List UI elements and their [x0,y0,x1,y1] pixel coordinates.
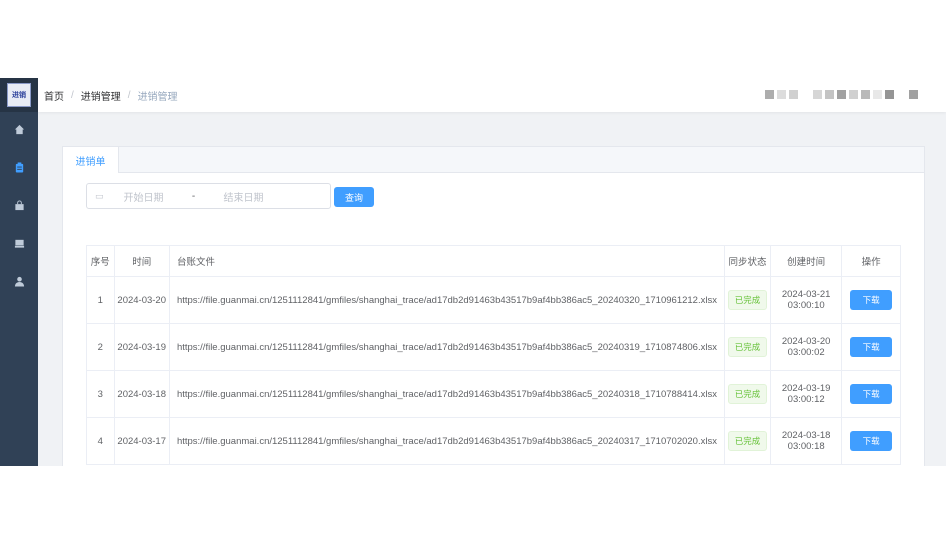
cell-file: https://file.guanmai.cn/1251112841/gmfil… [168,276,725,324]
cell-status: 已完成 [723,370,772,418]
cell-created: 2024-03-19 03:00:12 [770,370,843,418]
cell-created: 2024-03-20 03:00:02 [770,323,843,371]
cell-date: 2024-03-18 [113,370,170,418]
cell-status: 已完成 [723,323,772,371]
breadcrumb-section[interactable]: 进销管理 [80,91,121,103]
cell-action: 下载 [841,417,901,465]
cell-action: 下载 [841,323,901,371]
status-badge: 已完成 [727,431,768,451]
clipboard-icon [14,162,25,176]
range-separator: - [191,190,196,202]
sidebar-item-inbox[interactable] [0,226,38,264]
sidebar-item-shop[interactable] [0,188,38,226]
cell-status: 已完成 [723,417,772,465]
column-header-date: 时间 [113,245,170,277]
cell-status: 已完成 [723,276,772,324]
download-button[interactable]: 下载 [850,431,893,451]
breadcrumb-separator: / [127,89,131,101]
cell-created: 2024-03-18 03:00:18 [770,417,843,465]
calendar-icon: ▭ [95,190,104,201]
sidebar-item-user[interactable] [0,264,38,302]
table-header: 序号 时间 台账文件 同步状态 创建时间 操作 [86,245,901,277]
sidebar: 进销 [0,78,38,466]
download-button[interactable]: 下载 [850,290,893,310]
download-button[interactable]: 下载 [850,337,893,357]
shopping-bag-icon [14,200,25,214]
tab-bar: 进销单 [63,147,924,173]
status-badge: 已完成 [727,337,768,357]
table-row: 2 2024-03-19 https://file.guanmai.cn/125… [86,323,901,371]
table-row: 1 2024-03-20 https://file.guanmai.cn/125… [86,276,901,324]
breadcrumb-current: 进销管理 [137,91,178,103]
column-header-action: 操作 [841,245,901,277]
tab-purchase-sales-order[interactable]: 进销单 [63,147,119,173]
date-range-picker[interactable]: ▭ 开始日期 - 结束日期 [86,183,331,209]
table-row: 4 2024-03-17 https://file.guanmai.cn/125… [86,417,901,465]
sidebar-item-home[interactable] [0,112,38,150]
content-card: 进销单 ▭ 开始日期 - 结束日期 查询 序号 时间 台账文件 同步状态 创建时… [62,146,925,466]
end-date-input[interactable]: 结束日期 [223,192,264,204]
column-header-no: 序号 [86,245,115,277]
column-header-created: 创建时间 [770,245,843,277]
query-button[interactable]: 查询 [334,187,374,207]
cell-no: 3 [86,370,115,418]
cell-file: https://file.guanmai.cn/1251112841/gmfil… [168,417,725,465]
user-icon [14,276,25,290]
column-header-file: 台账文件 [168,245,725,277]
cell-no: 1 [86,276,115,324]
user-menu-redacted[interactable] [765,90,918,99]
cell-date: 2024-03-20 [113,276,170,324]
column-header-status: 同步状态 [723,245,772,277]
start-date-input[interactable]: 开始日期 [123,192,164,204]
breadcrumb-separator: / [71,89,74,101]
cell-file: https://file.guanmai.cn/1251112841/gmfil… [168,370,725,418]
home-icon [14,124,25,138]
download-button[interactable]: 下载 [850,384,893,404]
cell-action: 下载 [841,276,901,324]
cell-created: 2024-03-21 03:00:10 [770,276,843,324]
cell-date: 2024-03-19 [113,323,170,371]
status-badge: 已完成 [727,384,768,404]
table-row: 3 2024-03-18 https://file.guanmai.cn/125… [86,370,901,418]
inbox-icon [14,238,25,252]
cell-no: 4 [86,417,115,465]
sidebar-item-purchase-sales[interactable] [0,150,38,188]
ledger-table: 序号 时间 台账文件 同步状态 创建时间 操作 1 2024-03-20 htt… [86,245,901,465]
cell-file: https://file.guanmai.cn/1251112841/gmfil… [168,323,725,371]
header: 首页 / 进销管理 / 进销管理 [38,78,946,112]
app: 进销 首页 / 进销管理 / 进销管理 进销单 ▭ 开始日期 - 结束日期 查询… [0,78,946,466]
cell-action: 下载 [841,370,901,418]
logo-image: 进销 [7,83,31,107]
status-badge: 已完成 [727,290,768,310]
cell-no: 2 [86,323,115,371]
logo[interactable]: 进销 [0,78,38,112]
breadcrumb-home[interactable]: 首页 [44,91,64,103]
cell-date: 2024-03-17 [113,417,170,465]
